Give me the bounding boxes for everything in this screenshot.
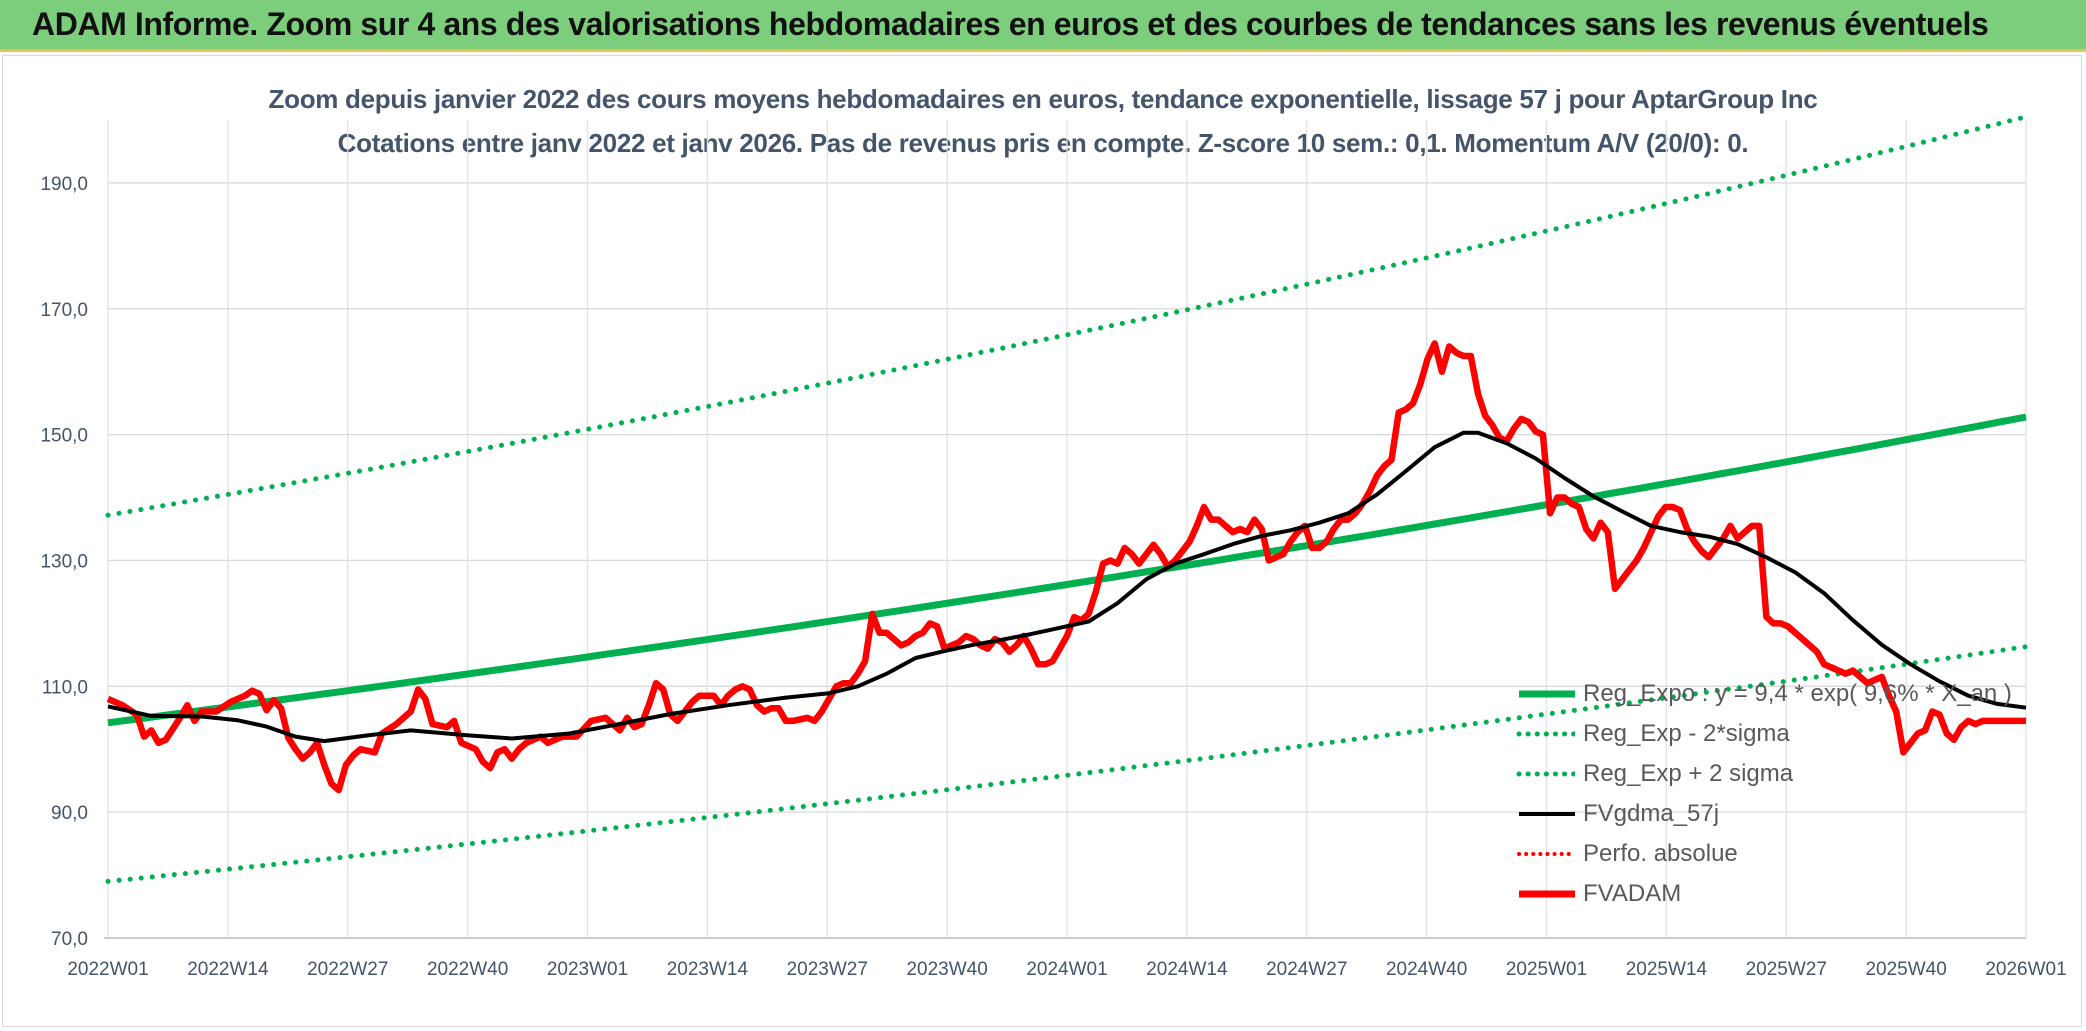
legend-swatch-perfo-absolue: [1517, 852, 1575, 856]
x-tick-label: 2023W27: [787, 959, 868, 980]
y-tick-label: 110,0: [42, 677, 88, 698]
y-tick-label: 90,0: [51, 803, 88, 824]
x-tick-label: 2026W01: [1985, 959, 2066, 980]
trend-minus-2sigma-line: [105, 644, 2029, 884]
x-tick-label: 2022W01: [67, 959, 148, 980]
legend-swatch-reg-exp-plus: [1516, 771, 1575, 777]
x-tick-label: 2024W01: [1026, 959, 1107, 980]
report-banner: ADAM Informe. Zoom sur 4 ans des valoris…: [0, 0, 2086, 52]
legend-swatch-reg-expo: [1519, 690, 1575, 698]
x-tick-label: 2025W01: [1506, 959, 1587, 980]
legend-item-reg-exp-plus: Reg_Exp + 2 sigma: [1515, 756, 2035, 792]
legend-item-fvgdma: FVgdma_57j: [1515, 796, 2035, 832]
x-tick-label: 2025W14: [1626, 959, 1708, 980]
chart-subtitle: Cotations entre janv 2022 et janv 2026. …: [337, 128, 1749, 158]
x-tick-label: 2022W14: [187, 959, 269, 980]
legend-swatch-fvadam: [1519, 890, 1575, 898]
x-tick-label: 2025W27: [1746, 959, 1827, 980]
y-tick-label: 170,0: [40, 300, 88, 321]
x-tick-label: 2024W40: [1386, 959, 1467, 980]
x-axis: 2022W01 2022W14 2022W27 2022W40 2023W01 2023W…: [67, 937, 2067, 980]
report-banner-title: ADAM Informe. Zoom sur 4 ans des valoris…: [32, 6, 1989, 42]
x-tick-label: 2023W40: [906, 959, 987, 980]
fvadam-line: [106, 340, 2026, 794]
legend-item-reg-expo: Reg_Expo : y = 9,4 * exp( 9,6% * X_an ): [1515, 676, 2035, 712]
legend-label-perfo-absolue: Perfo. absolue: [1583, 840, 1738, 867]
chart-series: [105, 114, 2029, 884]
x-tick-label: 2025W40: [1865, 959, 1946, 980]
y-tick-label: 190,0: [40, 174, 88, 195]
x-tick-label: 2022W40: [427, 959, 508, 980]
chart-frame: [2, 55, 2082, 1027]
chart-title: Zoom depuis janvier 2022 des cours moyen…: [268, 84, 1818, 114]
fvgdma-57j-line: [107, 430, 2027, 744]
legend-label-fvadam: FVADAM: [1583, 880, 1682, 907]
x-tick-label: 2024W14: [1146, 959, 1228, 980]
trend-plus-2sigma-line: [105, 114, 2029, 518]
legend-swatch-reg-exp-minus: [1516, 731, 1575, 737]
legend-item-perfo-absolue: Perfo. absolue: [1515, 836, 2035, 872]
legend-label-reg-exp-minus: Reg_Exp - 2*sigma: [1583, 720, 1790, 747]
y-tick-label: 70,0: [51, 929, 88, 950]
y-tick-label: 150,0: [40, 426, 88, 447]
legend-swatch-fvgdma: [1519, 812, 1575, 816]
x-tick-label: 2023W01: [547, 959, 628, 980]
y-axis: 70,0 90,0 110,0 130,0 150,0 170,0 190,0: [40, 174, 88, 950]
legend-item-reg-exp-minus: Reg_Exp - 2*sigma: [1515, 716, 2035, 752]
x-tick-label: 2023W14: [667, 959, 749, 980]
legend-label-reg-exp-plus: Reg_Exp + 2 sigma: [1583, 760, 1794, 787]
x-tick-label: 2024W27: [1266, 959, 1347, 980]
legend-item-fvadam: FVADAM: [1515, 876, 2035, 912]
legend-label-fvgdma: FVgdma_57j: [1583, 800, 1720, 827]
trend-regression-line: [107, 413, 2027, 727]
y-tick-label: 130,0: [40, 551, 88, 572]
x-tick-label: 2022W27: [307, 959, 388, 980]
legend-label-reg-expo: Reg_Expo : y = 9,4 * exp( 9,6% * X_an ): [1583, 680, 2012, 707]
